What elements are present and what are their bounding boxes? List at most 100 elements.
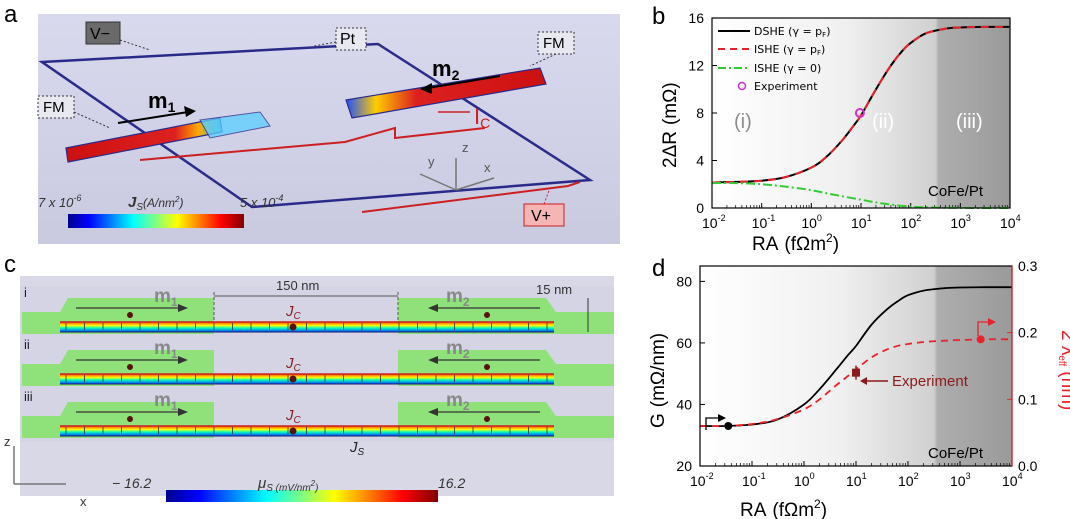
legend-dshe: DSHE (γ = pF) xyxy=(754,25,831,39)
m2-arrowhead xyxy=(420,83,432,94)
y-tick-label: 80 xyxy=(676,273,692,289)
lambda-axis-arrow xyxy=(977,321,990,336)
m1-label-a: m1 xyxy=(148,88,176,115)
m1-arrowhead xyxy=(184,106,196,117)
v-minus-box xyxy=(85,21,121,45)
y-tick-label: 60 xyxy=(676,335,692,351)
x-tick-label: 10-2 xyxy=(690,471,714,489)
v-minus-leader xyxy=(119,39,151,51)
panel-a-background xyxy=(38,14,620,244)
m2-label-c: m2 xyxy=(446,286,470,309)
jc-label: JC xyxy=(285,407,302,426)
panel-b: b 10-2 10-1 100 101 102 103 104 0 4 8 12 16 (i) (ii… xyxy=(652,3,1021,255)
colorbar-a-label: JS(A/nm2) xyxy=(128,194,183,213)
legend-b: DSHE (γ = pF) ISHE (γ = pF) ISHE (γ = 0)… xyxy=(718,25,831,93)
y-tick-label: 16 xyxy=(688,10,704,26)
y2-tick-label: 0.2 xyxy=(1018,325,1038,341)
experiment-point-b xyxy=(854,108,865,118)
fm-left-leader xyxy=(73,111,111,129)
y-tick-label: 40 xyxy=(676,396,692,412)
fm-left-box xyxy=(37,95,75,119)
fm-right-bar xyxy=(345,67,547,119)
colorbar-c-max: 16.2 xyxy=(438,475,465,491)
xlabel-b: RA (fΩm2) xyxy=(752,231,839,255)
pt-strip xyxy=(60,374,554,384)
m1-label-c: m1 xyxy=(154,286,178,309)
axes-triad-a xyxy=(419,158,495,191)
series-lambda xyxy=(699,338,1013,428)
x-tick-label: 10-2 xyxy=(702,213,726,231)
y-tick-label: 20 xyxy=(676,458,692,474)
ic-label: IC xyxy=(474,104,490,131)
x-tick-label: 10-1 xyxy=(742,471,766,489)
colorbar-a-max: 5 x 10-4 xyxy=(240,193,283,210)
lambda-axis-arrowhead xyxy=(988,318,996,326)
axis-y-a: y xyxy=(428,154,435,169)
g-marker xyxy=(724,422,733,430)
c-rows: im1m2JCJSiim1m2JCJSiiim1m2JCJS xyxy=(20,285,614,458)
plot-b-area xyxy=(712,18,1010,208)
v-plus-label: V+ xyxy=(531,208,551,225)
plot-b-frame xyxy=(711,17,1011,209)
experiment-pointer-head-d xyxy=(860,377,867,385)
y2-tick-label: 0.0 xyxy=(1018,458,1038,474)
jc-label: JC xyxy=(285,303,302,322)
x-tick-label: 104 xyxy=(1000,213,1021,231)
panel-d-label: d xyxy=(652,255,665,282)
gap-label: 150 nm xyxy=(276,278,319,293)
m2-label-c: m2 xyxy=(446,338,470,361)
panel-d: d 10-2 10-1 100 101 102 103 104 20 40 60 80 0.0 0.1 0… xyxy=(648,255,1070,519)
contact-dot xyxy=(484,416,490,422)
m1-label-c: m1 xyxy=(154,338,178,361)
x-tick-label: 102 xyxy=(898,471,919,489)
current-path xyxy=(139,126,486,161)
fm-left-bar xyxy=(65,111,271,163)
center-dot xyxy=(289,427,297,435)
center-dot xyxy=(289,375,297,383)
colorbar-c xyxy=(166,490,438,502)
v-plus-leader xyxy=(543,187,551,205)
x-tick-label: 100 xyxy=(801,213,822,231)
colorbar-a xyxy=(68,214,244,228)
m2-label-a: m2 xyxy=(432,56,460,83)
plot-d: 10-2 10-1 100 101 102 103 104 20 40 60 80 0.0 0.1 0.2… xyxy=(676,258,1037,489)
js-label: JS xyxy=(349,439,365,458)
panel-a-label: a xyxy=(4,1,18,28)
panel-a: a m1 m2 IC V− Pt FM xyxy=(4,1,620,244)
contact-dot xyxy=(484,364,490,370)
x-tick-label: 102 xyxy=(901,213,922,231)
y-tick-label: 0 xyxy=(696,200,704,216)
legend-marker-experiment xyxy=(737,81,747,91)
pt-plane xyxy=(38,42,594,209)
lambda-marker xyxy=(976,335,985,344)
contact-dot xyxy=(484,312,490,318)
colorbar-c-min: − 16.2 xyxy=(112,475,152,491)
x-tick-label: 101 xyxy=(851,213,872,231)
m1-arrowhead-c xyxy=(178,304,188,312)
material-d: CoFe/Pt xyxy=(928,445,984,462)
legend-experiment: Experiment xyxy=(754,80,818,93)
legend-ishe-0: ISHE (γ = 0) xyxy=(754,62,821,75)
v-plus-lead xyxy=(361,181,581,213)
colorbar-c-label: μS (mV/nm2) xyxy=(257,475,318,494)
x-tick-label: 103 xyxy=(950,471,971,489)
x-tick-label: 103 xyxy=(950,213,971,231)
pt-label: Pt xyxy=(340,31,356,48)
m2-arrow xyxy=(427,75,501,89)
experiment-annotation-d: Experiment xyxy=(892,373,969,390)
m2-label-c: m2 xyxy=(446,390,470,413)
axis-x-a: x xyxy=(484,160,491,175)
xlabel-d: RA (fΩm2) xyxy=(740,497,827,519)
jc-label: JC xyxy=(285,355,302,374)
ylabel-b: 2ΔR(mΩ) xyxy=(660,82,681,168)
m1-arrowhead-c xyxy=(178,408,188,416)
x-tick-label: 100 xyxy=(794,471,815,489)
center-dot xyxy=(289,323,297,331)
panel-c: c im1m2JCJSiim1m2JCJSiiim1m2JCJS 150 nm … xyxy=(4,251,614,509)
pt-box xyxy=(335,27,367,51)
m2-arrowhead-c xyxy=(428,304,438,312)
region-i: (i) xyxy=(734,111,752,133)
panel-b-label: b xyxy=(652,3,665,30)
